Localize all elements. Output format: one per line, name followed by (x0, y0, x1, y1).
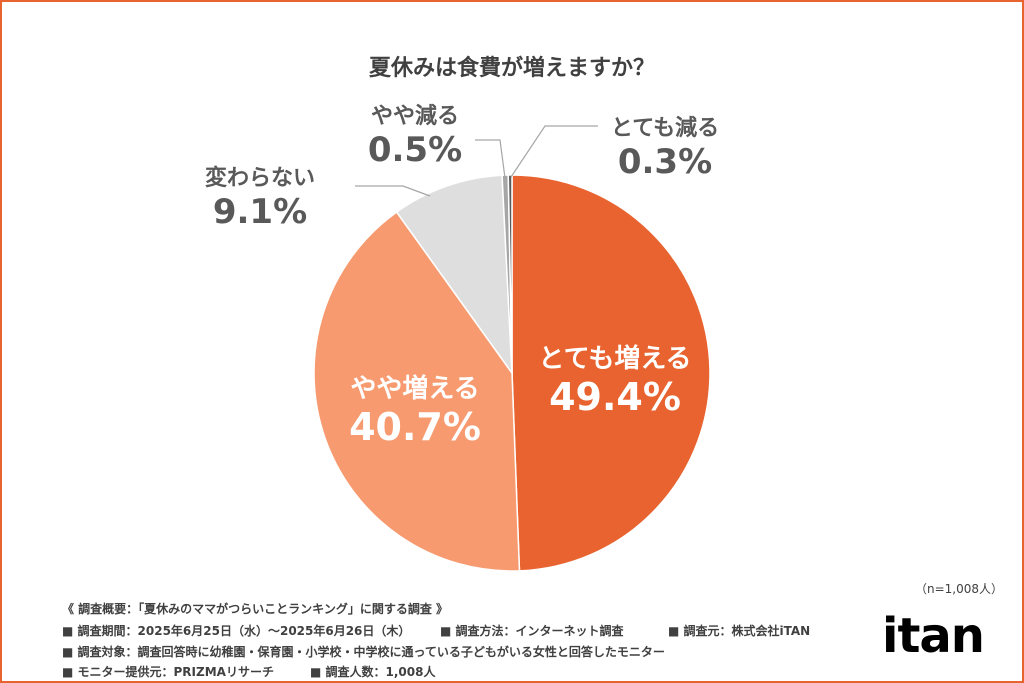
slice-label-2: 変わらない 9.1% (204, 166, 315, 232)
leader-line-slight-decrease (475, 139, 506, 179)
footer-source: ■ 調査元：株式会社iTAN (668, 624, 811, 638)
slice-label-3: やや減る 0.5% (367, 104, 463, 170)
footer-period: ■ 調査期間：2025年6月25日（水）〜2025年6月26日（木） (62, 624, 411, 638)
footer-method: ■ 調査方法：インターネット調査 (440, 624, 624, 638)
pie-slice-0 (511, 174, 711, 572)
itan-logo: itan (882, 608, 985, 664)
slice-label-4: とても減る 0.3% (610, 116, 720, 182)
pie-slice-1 (313, 211, 521, 572)
slice-label-0: とても増える 49.4% (538, 344, 692, 419)
footer-count: ■ 調査人数：1,008人 (310, 665, 436, 679)
footer-target: ■ 調査対象：調査回答時に幼稚園・保育園・小学校・中学校に通っている子どもがいる… (62, 645, 665, 659)
footer-provider: ■ モニター提供元：PRIZMAリサーチ (62, 665, 274, 679)
leader-lines (355, 125, 598, 197)
chart-title: 夏休みは食費が増えますか？ (368, 56, 655, 81)
leader-line-unchanged (355, 185, 431, 197)
sample-size: （n=1,008人） (915, 582, 1004, 596)
leader-line-big-decrease (510, 125, 598, 178)
footer-heading: 《 調査概要：「夏休みのママがつらいことランキング」に関する調査 》 (62, 602, 448, 616)
slice-label-1: やや増える 40.7% (349, 374, 481, 449)
pie-slice-2 (395, 174, 513, 376)
